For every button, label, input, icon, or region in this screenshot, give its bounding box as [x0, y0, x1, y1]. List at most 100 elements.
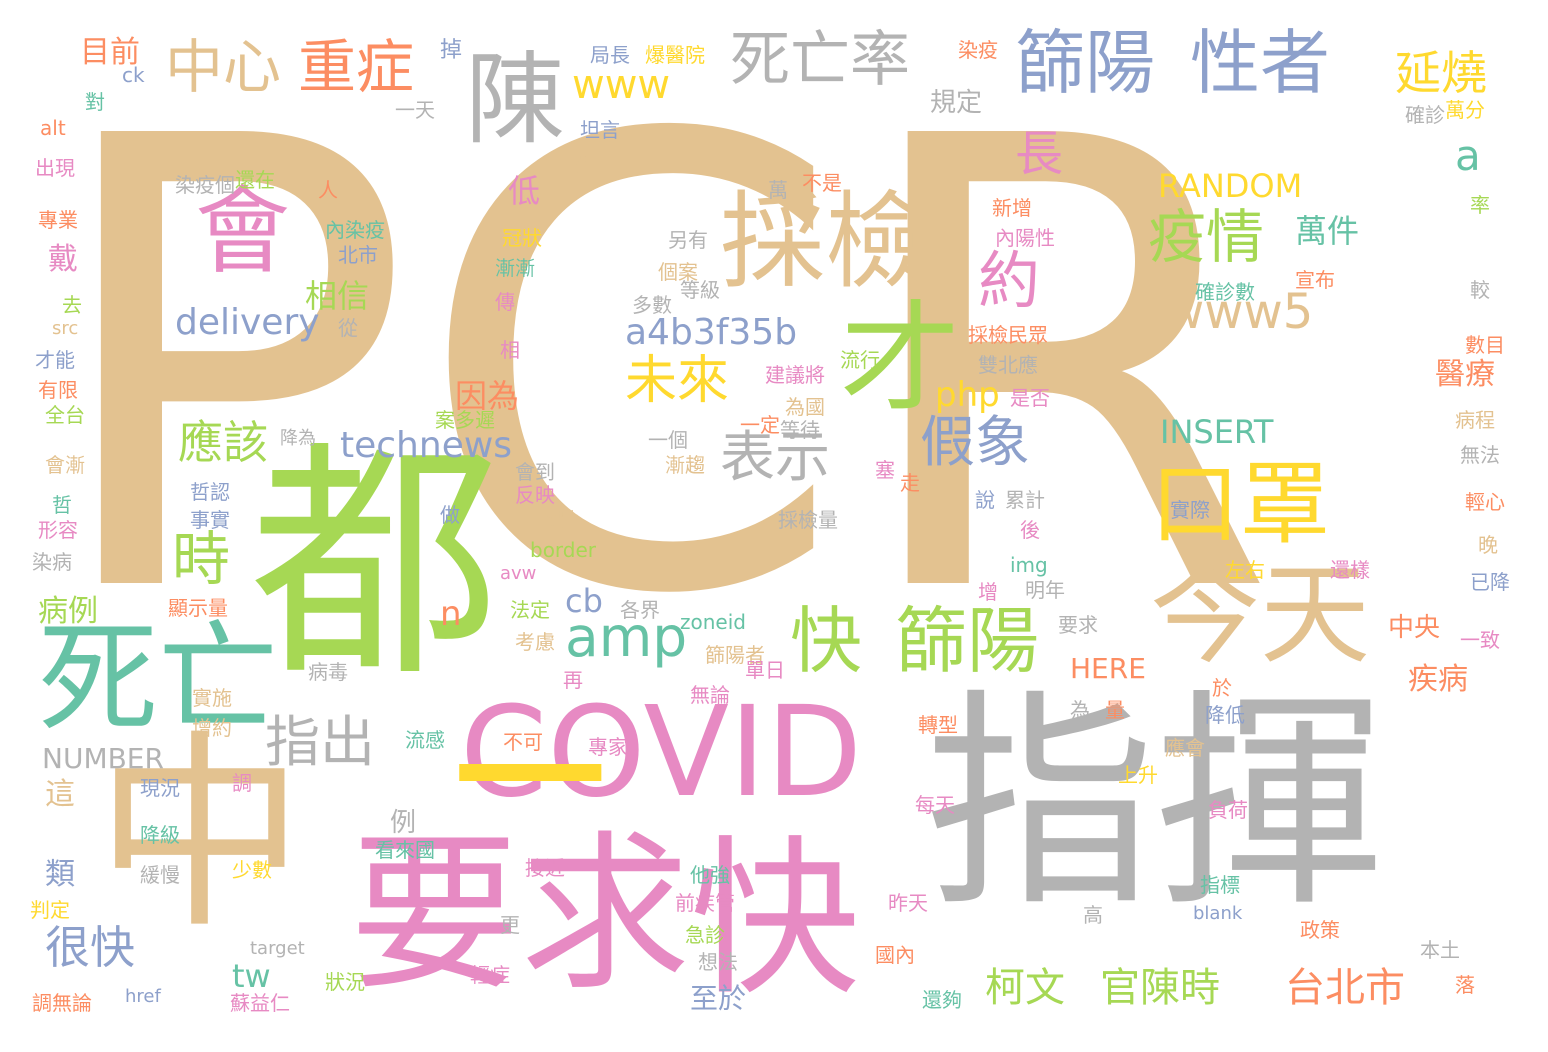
- word: 調無論: [32, 991, 92, 1015]
- word: 實施: [192, 686, 232, 710]
- word: 急診: [685, 923, 725, 947]
- word: 昨天: [888, 891, 928, 915]
- word: 還在: [235, 168, 275, 192]
- word: 表示: [720, 425, 831, 489]
- word: amp: [565, 605, 688, 669]
- word: 從: [338, 316, 358, 340]
- word: 病程: [1455, 408, 1495, 432]
- word: src: [52, 318, 79, 339]
- word: 負荷: [1208, 798, 1248, 822]
- word: 於: [1212, 676, 1232, 700]
- word: 個案: [658, 260, 698, 284]
- word: 他強: [690, 863, 730, 887]
- word: 長: [1015, 126, 1064, 182]
- word: 很快: [45, 921, 136, 974]
- word: 時: [172, 525, 231, 593]
- word: 掉: [440, 38, 463, 63]
- word: 快: [690, 821, 861, 1019]
- word: 假象: [920, 410, 1031, 474]
- word: tw: [232, 957, 271, 995]
- word: 冠狀: [502, 226, 542, 250]
- word: 形容: [38, 518, 78, 542]
- word: 篩陽者: [705, 643, 765, 667]
- word: 反映: [515, 483, 555, 507]
- word: 萬: [768, 178, 788, 202]
- word: 宣布: [1295, 268, 1335, 292]
- word: 坦言: [580, 118, 620, 142]
- word: 確診數: [1195, 280, 1255, 304]
- word: 爆醫院: [645, 43, 705, 67]
- word: 漸漸: [495, 256, 535, 280]
- word: alt: [40, 116, 66, 140]
- word: 中央: [1388, 613, 1441, 643]
- word: 時機點: [518, 508, 578, 532]
- word: 才: [840, 290, 960, 429]
- word: 狀況: [325, 970, 365, 994]
- word: blank: [1193, 903, 1243, 924]
- word: www: [572, 62, 671, 108]
- word: 無法: [1460, 443, 1500, 467]
- word: 採檢量: [778, 508, 838, 532]
- word: 專業: [38, 208, 78, 232]
- word: 去: [62, 293, 82, 317]
- word: 染疫個: [175, 173, 235, 197]
- word: 案多遲: [435, 408, 495, 432]
- word: 左右: [1225, 558, 1265, 582]
- word: 增約: [192, 716, 232, 740]
- word: 內陽性: [995, 226, 1055, 250]
- word: 上升: [1118, 763, 1158, 787]
- word: border: [530, 538, 597, 562]
- word: 專家: [588, 735, 628, 759]
- word: 一定: [740, 413, 780, 437]
- word: 哲認: [190, 480, 230, 504]
- word: 想法: [698, 950, 738, 974]
- word: 延燒: [1395, 46, 1487, 100]
- word: 有限: [38, 378, 78, 402]
- word: 類: [45, 857, 75, 892]
- word: 緩慢: [140, 863, 180, 887]
- word: 事實: [190, 508, 230, 532]
- word: 晚: [1478, 533, 1498, 557]
- word: 篩陽: [1015, 22, 1155, 104]
- word: 不是: [802, 171, 842, 195]
- word: 輕症: [470, 963, 510, 987]
- word: 判定: [30, 898, 70, 922]
- word: a: [1455, 131, 1481, 180]
- word: 塞: [875, 458, 895, 482]
- word: 量: [1105, 698, 1125, 722]
- word: 降級: [140, 823, 180, 847]
- word: 現況: [140, 776, 180, 800]
- word: 降低: [1205, 703, 1245, 727]
- word: 漸趨: [665, 453, 705, 477]
- word: 會到: [515, 460, 555, 484]
- word: PCR: [40, 9, 1278, 730]
- word: 應會: [1165, 736, 1205, 760]
- word: 接近: [525, 856, 565, 880]
- word: 調: [232, 771, 252, 795]
- word: 指出: [265, 710, 376, 774]
- word: 輕心: [1465, 490, 1505, 514]
- word: 陳: [465, 41, 565, 158]
- word: cb: [565, 582, 603, 620]
- word: 目前: [80, 35, 140, 70]
- word: 說: [975, 488, 995, 512]
- word: 要求: [350, 816, 691, 1014]
- word: 未來: [625, 351, 730, 411]
- word: 對: [85, 90, 105, 114]
- word: 今天: [1150, 551, 1370, 679]
- word: 指揮: [925, 671, 1386, 938]
- word: 為國: [785, 395, 825, 419]
- word: 實際: [1170, 498, 1210, 522]
- word: 多數: [632, 293, 672, 317]
- word: 篩陽: [895, 599, 1040, 683]
- word: target: [250, 938, 305, 959]
- word: 相: [500, 338, 520, 362]
- word: 顯示量: [168, 596, 228, 620]
- word: 本土: [1420, 938, 1460, 962]
- word: 針對: [555, 153, 595, 177]
- word: 因為: [455, 377, 520, 415]
- word: 國內: [875, 943, 915, 967]
- word: 後: [1020, 518, 1040, 542]
- word: 法定: [510, 598, 550, 622]
- word: 各界: [620, 598, 660, 622]
